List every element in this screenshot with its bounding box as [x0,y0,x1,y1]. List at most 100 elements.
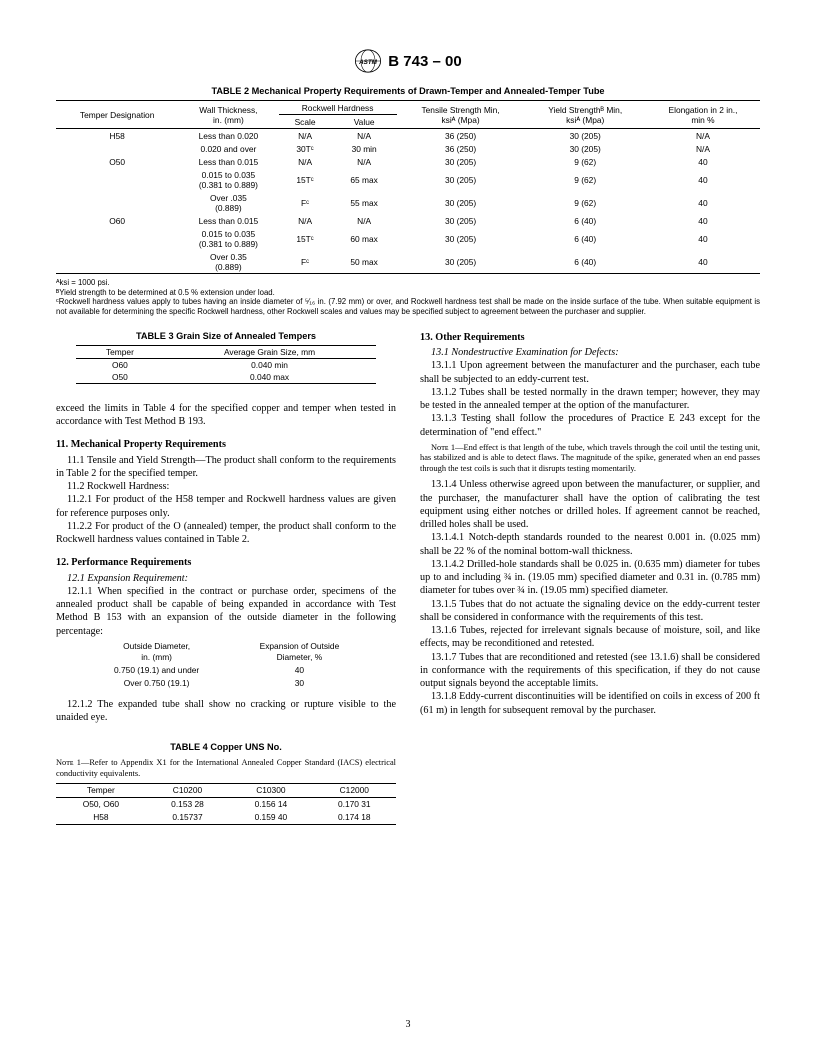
table-cell: 15Tᶜ [279,227,332,250]
table-cell: 40 [646,250,760,274]
t4-h2: C10200 [146,784,229,798]
table-cell: 15Tᶜ [279,168,332,191]
exp-r2c2: 30 [230,677,369,690]
table-cell: 30 (205) [397,191,525,214]
s11-head: 11. Mechanical Property Requirements [56,438,396,451]
p13-1-4-1: 13.1.4.1 Notch-depth standards rounded t… [420,531,760,558]
table-cell: Over .035 (0.889) [178,191,278,214]
th-scale: Scale [279,115,332,129]
p12-1-2: 12.1.2 The expanded tube shall show no c… [56,698,396,725]
exp-h1: Outside Diameter, in. (mm) [83,640,230,664]
table-cell: 40 [646,214,760,227]
right-column: 13. Other Requirements 13.1 Nondestructi… [420,331,760,833]
table-cell: 6 (40) [524,214,645,227]
table-cell: O50 [56,155,178,168]
t4-r2c0: H58 [56,811,146,824]
p11-2: 11.2 Rockwell Hardness: [56,480,396,493]
p11-1: 11.1 Tensile and Yield Strength—The prod… [56,454,396,481]
exp-r2c1: Over 0.750 (19.1) [83,677,230,690]
table-cell: 30 (205) [524,142,645,155]
table-cell: 30 (205) [397,227,525,250]
exp-h2: Expansion of Outside Diameter, % [230,640,369,664]
astm-logo: ASTM [354,48,382,74]
table-cell: 30 (205) [524,129,645,143]
p13-1-6: 13.1.6 Tubes, rejected for irrelevant si… [420,624,760,651]
table-cell: 6 (40) [524,250,645,274]
t3-r1c1: O60 [76,358,163,371]
table-cell: 0.020 and over [178,142,278,155]
table2: Temper Designation Wall Thickness, in. (… [56,100,760,274]
p13-1-8: 13.1.8 Eddy-current discontinuities will… [420,690,760,717]
s12-head: 12. Performance Requirements [56,556,396,569]
table-cell: Fᶜ [279,191,332,214]
p12-1-1: 12.1.1 When specified in the contract or… [56,585,396,638]
footnote-b: ᴮYield strength to be determined at 0.5 … [56,288,760,298]
th-hardness: Rockwell Hardness [279,101,397,115]
table-cell: N/A [279,129,332,143]
table-cell: N/A [646,129,760,143]
table-cell: Less than 0.015 [178,214,278,227]
p13-1-4: 13.1.4 Unless otherwise agreed upon betw… [420,478,760,531]
note1: Nᴏᴛᴇ 1—End effect is that length of the … [420,443,760,475]
p11-2-2: 11.2.2 For product of the O (annealed) t… [56,520,396,547]
table-cell [56,250,178,274]
s13-head: 13. Other Requirements [420,331,760,344]
footnote-c: ᶜRockwell hardness values apply to tubes… [56,297,760,316]
table-cell: 40 [646,155,760,168]
table-cell: 6 (40) [524,227,645,250]
table-cell: Less than 0.020 [178,129,278,143]
t4-r1c2: 0.156 14 [229,798,312,811]
table-cell: N/A [279,214,332,227]
exp-r1c1: 0.750 (19.1) and under [83,664,230,677]
t3-r1c2: 0.040 min [163,358,375,371]
th-value: Value [332,115,397,129]
p13-1: 13.1 Nondestructive Examination for Defe… [420,346,760,359]
table-cell: N/A [332,155,397,168]
table-cell: Fᶜ [279,250,332,274]
t3-r2c1: O50 [76,371,163,384]
left-column: TABLE 3 Grain Size of Annealed Tempers T… [56,331,396,833]
p12-1: 12.1 Expansion Requirement: [56,572,396,585]
table-cell: Over 0.35 (0.889) [178,250,278,274]
page-number: 3 [0,1019,816,1030]
p13-1-5: 13.1.5 Tubes that do not actuate the sig… [420,598,760,625]
t3-r2c2: 0.040 max [163,371,375,384]
table-cell: 50 max [332,250,397,274]
main-columns: TABLE 3 Grain Size of Annealed Tempers T… [56,331,760,833]
table-cell [56,142,178,155]
svg-text:ASTM: ASTM [358,59,378,66]
t4-r1c1: 0.153 28 [146,798,229,811]
t4-r2c2: 0.159 40 [229,811,312,824]
p13-1-2: 13.1.2 Tubes shall be tested normally in… [420,386,760,413]
table-cell [56,168,178,191]
t4-h1: Temper [56,784,146,798]
table-cell: 30Tᶜ [279,142,332,155]
table-cell: N/A [279,155,332,168]
table-cell: 0.015 to 0.035 (0.381 to 0.889) [178,168,278,191]
th-tensile: Tensile Strength Min, ksiᴬ (Mpa) [397,101,525,129]
table-cell: 9 (62) [524,191,645,214]
table-cell: N/A [646,142,760,155]
t4-h3: C10300 [229,784,312,798]
table-cell: 30 (205) [397,214,525,227]
p13-1-7: 13.1.7 Tubes that are reconditioned and … [420,651,760,691]
th-yield: Yield Strengthᴮ Min, ksiᴬ (Mpa) [524,101,645,129]
table3-title: TABLE 3 Grain Size of Annealed Tempers [56,331,396,341]
table-cell: 65 max [332,168,397,191]
t3-h2: Average Grain Size, mm [163,345,375,358]
table-cell: O60 [56,214,178,227]
table-cell: 60 max [332,227,397,250]
table-cell: N/A [332,129,397,143]
table-cell: 30 min [332,142,397,155]
table2-footnotes: ᴬksi = 1000 psi. ᴮYield strength to be d… [56,278,760,317]
expansion-table: Outside Diameter, in. (mm)Expansion of O… [83,640,369,690]
p11-2-1: 11.2.1 For product of the H58 temper and… [56,493,396,520]
t3-h1: Temper [76,345,163,358]
table-cell: 36 (250) [397,129,525,143]
table-cell: Less than 0.015 [178,155,278,168]
t4-r2c3: 0.174 18 [313,811,396,824]
table-cell: 40 [646,168,760,191]
p-exceed: exceed the limits in Table 4 for the spe… [56,402,396,429]
table-cell: H58 [56,129,178,143]
table-cell: 36 (250) [397,142,525,155]
